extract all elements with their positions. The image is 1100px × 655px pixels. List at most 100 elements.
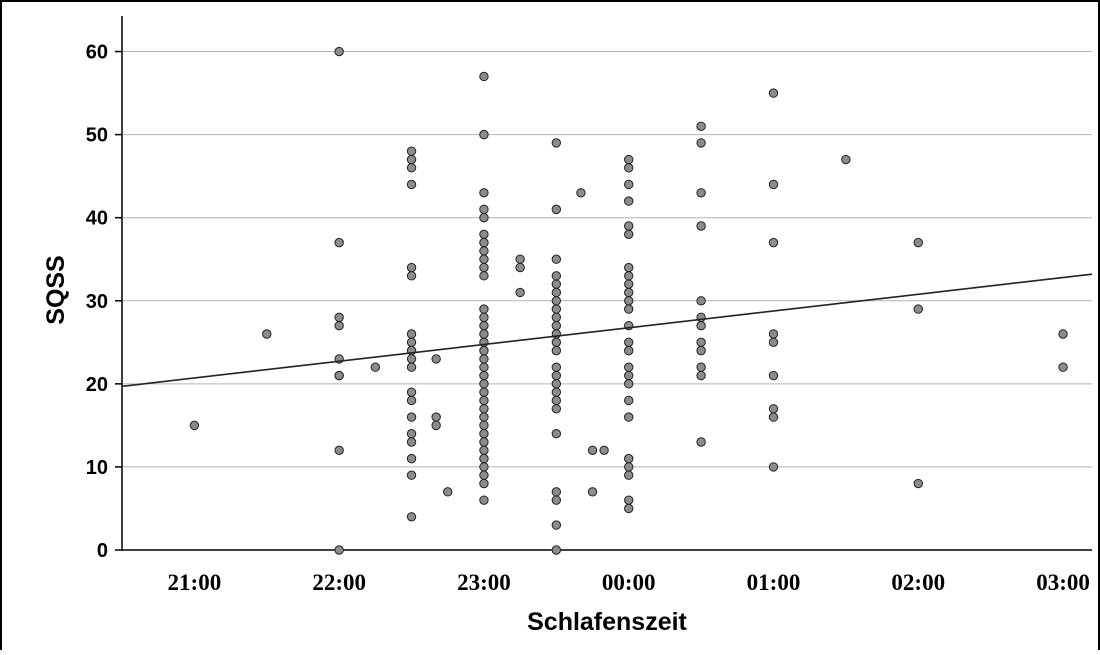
data-point [479, 329, 489, 339]
data-point [624, 495, 634, 505]
x-tick-label: 02:00 [891, 570, 945, 595]
data-point [406, 470, 417, 480]
data-point [551, 495, 562, 505]
y-tick-labels: 0 10 20 30 40 50 60 [86, 42, 108, 562]
data-point [913, 304, 923, 314]
data-point [551, 520, 562, 530]
data-point [696, 138, 706, 148]
data-point [479, 229, 489, 240]
data-point [479, 412, 489, 422]
data-point [515, 262, 525, 273]
data-point [334, 445, 344, 456]
data-point [1058, 362, 1068, 372]
data-point [406, 154, 417, 165]
data-point [479, 345, 489, 356]
data-point [551, 387, 562, 397]
data-point [624, 163, 634, 173]
data-point [624, 503, 634, 514]
data-point [551, 379, 562, 389]
data-point [624, 296, 634, 306]
data-point [479, 395, 489, 406]
data-point [406, 337, 417, 348]
data-point [479, 428, 489, 439]
data-point [479, 71, 489, 82]
data-point [479, 354, 489, 364]
data-point [479, 362, 489, 372]
data-point [431, 412, 441, 422]
data-point [696, 337, 706, 348]
data-point [768, 237, 779, 248]
data-point [696, 188, 706, 198]
data-point [624, 221, 634, 231]
data-point [406, 163, 417, 173]
data-point [334, 46, 344, 57]
data-point [551, 320, 562, 331]
data-point [551, 312, 562, 323]
data-point [696, 437, 706, 447]
data-point [334, 237, 344, 248]
data-point [431, 354, 441, 364]
data-point [479, 445, 489, 456]
data-point [406, 412, 417, 422]
data-point [696, 370, 706, 381]
data-point [768, 179, 779, 190]
data-point [696, 320, 706, 331]
fit-line-group [121, 273, 1093, 388]
data-point [624, 287, 634, 298]
data-point [576, 188, 586, 198]
regression-line [121, 273, 1093, 388]
data-point [768, 370, 779, 381]
data-point [551, 337, 562, 348]
data-point [406, 428, 417, 439]
data-point [479, 437, 489, 447]
data-point [587, 445, 598, 456]
data-point [479, 320, 489, 331]
data-point [551, 395, 562, 406]
data-point [406, 354, 417, 364]
data-point [551, 304, 562, 314]
data-point [406, 437, 417, 447]
data-point [624, 337, 634, 348]
data-point [913, 237, 923, 248]
data-point [370, 362, 381, 372]
data-point [624, 470, 634, 480]
data-point [479, 304, 489, 314]
x-tick-labels: 21:00 22:00 23:00 00:00 01:00 02:00 03:00 [168, 570, 1090, 595]
data-point [479, 478, 489, 489]
data-point [479, 495, 489, 505]
data-point [443, 487, 453, 497]
data-point [479, 246, 489, 256]
data-point [189, 420, 200, 431]
data-point [479, 129, 489, 140]
data-point [696, 345, 706, 356]
data-point [624, 229, 634, 240]
y-tick-label: 30 [86, 291, 108, 313]
data-point [406, 395, 417, 406]
data-point [624, 412, 634, 422]
data-point [587, 487, 598, 497]
data-point [624, 154, 634, 165]
data-point [406, 146, 417, 156]
y-tick-label: 10 [86, 457, 108, 479]
data-point [624, 279, 634, 289]
data-point [551, 487, 562, 497]
data-point [624, 196, 634, 206]
data-point [768, 329, 779, 339]
data-point [479, 212, 489, 223]
y-tick-label: 50 [86, 125, 108, 147]
data-point [406, 262, 417, 273]
data-point [624, 271, 634, 281]
x-axis-title: Schlafenszeit [527, 608, 687, 636]
y-axis-title: SQSS [42, 255, 70, 324]
data-point [406, 362, 417, 372]
data-point [551, 271, 562, 281]
data-point [479, 204, 489, 215]
data-point [551, 404, 562, 414]
axes [121, 16, 1092, 551]
data-point [551, 362, 562, 372]
data-point [624, 304, 634, 314]
data-point [479, 462, 489, 472]
data-point [551, 287, 562, 298]
data-point [696, 296, 706, 306]
